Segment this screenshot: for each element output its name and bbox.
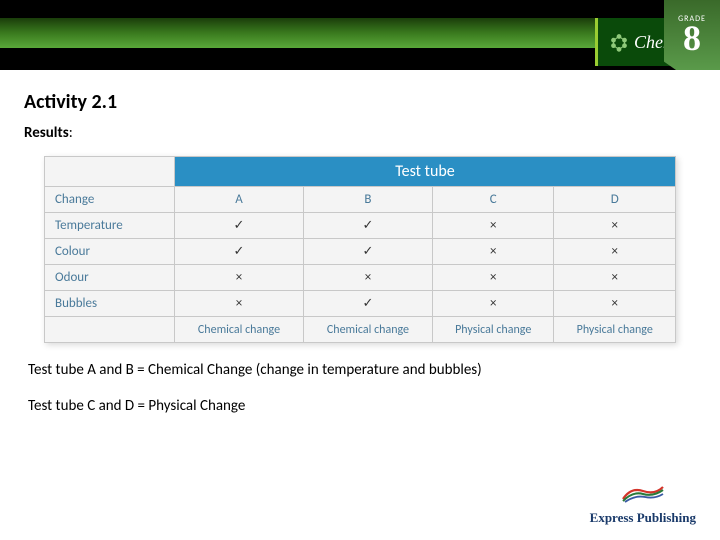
cell: ✓	[175, 213, 304, 239]
corner-cell	[45, 157, 175, 187]
cell: ✓	[303, 213, 432, 239]
activity-title: Activity 2.1	[24, 90, 696, 114]
cell: ×	[303, 265, 432, 291]
publisher-logo-icon	[619, 485, 667, 503]
col-b: B	[303, 187, 432, 213]
molecule-icon	[608, 31, 630, 53]
table-row: Bubbles × ✓ × ×	[45, 291, 676, 317]
note-line-2: Test tube C and D = Physical Change	[28, 397, 696, 415]
row-label: Bubbles	[45, 291, 175, 317]
col-a: A	[175, 187, 304, 213]
row-label-empty	[45, 317, 175, 343]
cell: ✓	[303, 239, 432, 265]
result-cell: Chemical change	[303, 317, 432, 343]
cell: ×	[432, 213, 554, 239]
cell: ✓	[175, 239, 304, 265]
col-d: D	[554, 187, 676, 213]
table-header-row: Test tube	[45, 157, 676, 187]
grade-number: 8	[683, 20, 701, 56]
table-row: Odour × × × ×	[45, 265, 676, 291]
row-label: Colour	[45, 239, 175, 265]
cell: ×	[554, 213, 676, 239]
header-gradient-bar: Chemistry	[0, 18, 720, 48]
header-top-bar	[0, 0, 720, 18]
table-results-row: Chemical change Chemical change Physical…	[45, 317, 676, 343]
table-header-span: Test tube	[175, 157, 676, 187]
results-table: Test tube Change A B C D Temperature ✓ ✓…	[44, 156, 676, 343]
cell: ×	[432, 265, 554, 291]
publisher-block: Express Publishing	[590, 485, 696, 526]
cell: ×	[432, 239, 554, 265]
result-cell: Physical change	[432, 317, 554, 343]
table-row: Colour ✓ ✓ × ×	[45, 239, 676, 265]
grade-badge: GRADE 8	[664, 0, 720, 70]
row-label: Odour	[45, 265, 175, 291]
publisher-name: Express Publishing	[590, 510, 696, 526]
cell: ×	[432, 291, 554, 317]
cell: ×	[554, 291, 676, 317]
content-area: Activity 2.1 Results: Test tube Change A…	[0, 70, 720, 415]
cell: ×	[175, 265, 304, 291]
col-c: C	[432, 187, 554, 213]
results-label: Results:	[24, 124, 696, 142]
note-line-1: Test tube A and B = Chemical Change (cha…	[28, 361, 696, 379]
table-column-row: Change A B C D	[45, 187, 676, 213]
row-header-change: Change	[45, 187, 175, 213]
row-label: Temperature	[45, 213, 175, 239]
result-cell: Chemical change	[175, 317, 304, 343]
cell: ×	[554, 265, 676, 291]
page-header: Chemistry GRADE 8	[0, 0, 720, 70]
result-cell: Physical change	[554, 317, 676, 343]
cell: ×	[175, 291, 304, 317]
table-row: Temperature ✓ ✓ × ×	[45, 213, 676, 239]
results-table-wrap: Test tube Change A B C D Temperature ✓ ✓…	[44, 156, 676, 343]
cell: ✓	[303, 291, 432, 317]
cell: ×	[554, 239, 676, 265]
